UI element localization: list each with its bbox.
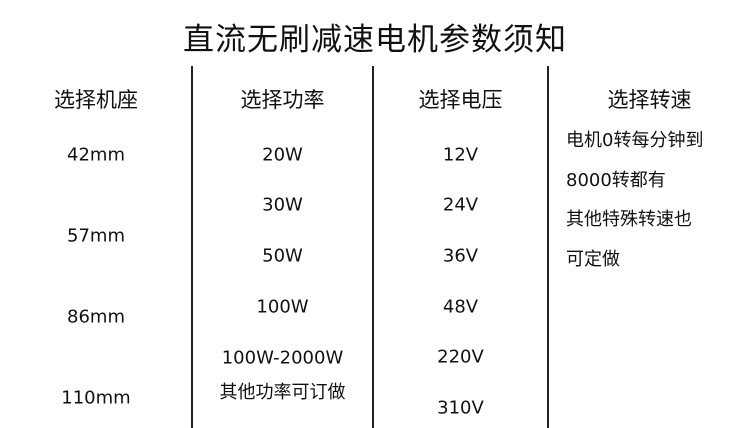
- base-value: 110mm: [61, 387, 131, 409]
- column-divider: [372, 66, 374, 428]
- column-divider: [547, 66, 549, 428]
- voltage-value: 36V: [442, 245, 479, 267]
- base-value: 86mm: [67, 306, 125, 328]
- voltage-value: 220V: [437, 346, 484, 368]
- page-title: 直流无刷减速电机参数须知: [183, 22, 567, 58]
- header-power: 选择功率: [240, 88, 325, 112]
- power-note: 其他功率可订做: [219, 382, 346, 403]
- column-divider: [191, 66, 193, 428]
- base-value: 57mm: [67, 225, 125, 247]
- speed-note-line: 8000转都有: [566, 170, 666, 191]
- power-value: 50W: [262, 245, 303, 267]
- speed-note-line: 可定做: [566, 249, 620, 270]
- voltage-value: 12V: [442, 144, 479, 166]
- speed-note-line: 电机0转每分钟到: [566, 130, 704, 151]
- power-value: 100W-2000W: [221, 347, 344, 369]
- speed-note-line: 其他特殊转速也: [566, 209, 692, 230]
- base-value: 42mm: [67, 144, 125, 166]
- voltage-value: 310V: [437, 397, 484, 419]
- header-speed: 选择转速: [607, 88, 692, 112]
- power-value: 30W: [262, 194, 303, 216]
- header-base: 选择机座: [54, 88, 138, 112]
- header-voltage: 选择电压: [418, 88, 503, 112]
- power-value: 100W: [256, 296, 309, 318]
- voltage-value: 24V: [442, 194, 479, 216]
- voltage-value: 48V: [442, 296, 479, 318]
- power-value: 20W: [262, 144, 303, 166]
